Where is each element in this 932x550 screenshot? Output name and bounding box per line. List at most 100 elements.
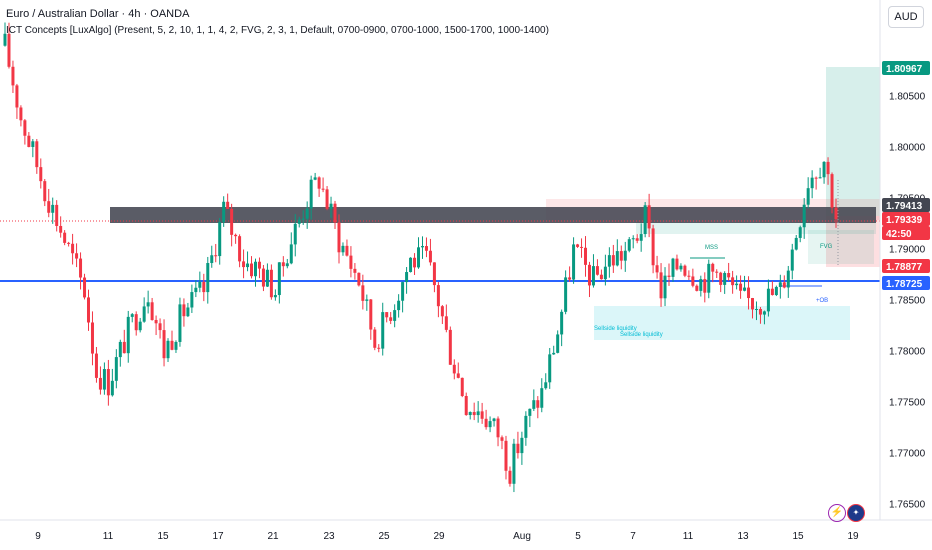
candle-body bbox=[345, 245, 349, 256]
long-position-profit-zone bbox=[826, 67, 880, 216]
candle-body bbox=[246, 263, 250, 268]
candle-body bbox=[587, 264, 591, 286]
x-tick-label: 7 bbox=[630, 531, 636, 542]
candle-body bbox=[464, 395, 468, 416]
candle-body bbox=[790, 249, 794, 271]
candle-body bbox=[556, 334, 560, 353]
candle-body bbox=[325, 189, 329, 209]
candle-body bbox=[361, 285, 365, 301]
candle-body bbox=[735, 283, 739, 286]
candle-body bbox=[369, 299, 373, 330]
candle-body bbox=[476, 411, 480, 416]
candle-body bbox=[401, 282, 405, 301]
candle-body bbox=[381, 312, 385, 349]
candle-series bbox=[3, 22, 838, 493]
candle-body bbox=[138, 321, 142, 331]
price-badge-label: 1.80967 bbox=[886, 64, 923, 75]
candle-body bbox=[667, 275, 671, 277]
candle-body bbox=[639, 234, 643, 241]
candle-body bbox=[126, 316, 130, 354]
candle-body bbox=[448, 329, 452, 365]
candle-body bbox=[428, 250, 432, 263]
candle-body bbox=[544, 382, 548, 389]
candle-body bbox=[27, 135, 31, 147]
candle-body bbox=[190, 292, 194, 308]
candle-body bbox=[806, 188, 810, 205]
candle-body bbox=[273, 295, 277, 298]
candle-body bbox=[631, 238, 635, 240]
australia-flag-icon[interactable]: ✦ bbox=[847, 504, 865, 522]
sellside-label-2: Sellside liquidity bbox=[620, 332, 663, 338]
candle-body bbox=[106, 369, 110, 396]
candle-body bbox=[397, 300, 401, 311]
candle-body bbox=[63, 232, 67, 243]
candle-body bbox=[31, 141, 35, 147]
candle-body bbox=[480, 411, 484, 419]
fvg-box bbox=[808, 230, 874, 264]
candle-body bbox=[198, 281, 202, 288]
candle-body bbox=[683, 265, 687, 276]
candle-body bbox=[234, 234, 238, 237]
candle-body bbox=[671, 258, 675, 277]
fvg-label: FVG bbox=[820, 244, 833, 250]
candle-body bbox=[226, 201, 230, 209]
candle-body bbox=[11, 66, 15, 86]
candle-body bbox=[607, 255, 611, 267]
price-badge-label: 1.78725 bbox=[886, 279, 923, 290]
candle-body bbox=[822, 161, 826, 178]
candle-body bbox=[7, 33, 11, 67]
candle-body bbox=[659, 272, 663, 299]
candle-body bbox=[122, 341, 126, 354]
indicator-legend[interactable]: ICT Concepts [LuxAlgo] (Present, 5, 2, 1… bbox=[6, 25, 549, 36]
candle-body bbox=[468, 412, 472, 416]
candle-body bbox=[488, 421, 492, 428]
candle-body bbox=[309, 179, 313, 209]
candle-body bbox=[751, 298, 755, 310]
candle-body bbox=[166, 340, 170, 359]
candle-body bbox=[178, 304, 182, 342]
candle-body bbox=[114, 357, 118, 381]
candle-body bbox=[281, 262, 285, 267]
candle-body bbox=[47, 201, 51, 213]
candle-body bbox=[413, 257, 417, 268]
candle-body bbox=[739, 283, 743, 291]
candle-body bbox=[651, 228, 655, 266]
candle-body bbox=[230, 208, 234, 235]
sellside-liquidity-zone bbox=[594, 306, 850, 340]
candle-body bbox=[810, 177, 814, 189]
price-badge bbox=[882, 61, 930, 75]
candle-body bbox=[194, 287, 198, 293]
candle-body bbox=[484, 418, 488, 428]
x-tick-label: 15 bbox=[157, 531, 169, 542]
candle-body bbox=[420, 246, 424, 248]
price-badge bbox=[882, 198, 930, 212]
lightning-icon[interactable]: ⚡ bbox=[828, 504, 846, 522]
candle-body bbox=[337, 222, 341, 253]
candle-body bbox=[536, 400, 540, 408]
candle-body bbox=[727, 273, 731, 278]
candle-body bbox=[83, 277, 87, 298]
candle-body bbox=[627, 239, 631, 251]
candle-body bbox=[564, 277, 568, 312]
candle-body bbox=[71, 243, 75, 254]
candle-body bbox=[146, 302, 150, 307]
candle-body bbox=[512, 443, 516, 484]
candle-body bbox=[762, 311, 766, 315]
currency-selector[interactable]: AUD bbox=[888, 6, 924, 28]
candle-body bbox=[317, 177, 321, 189]
x-tick-label: 15 bbox=[792, 531, 804, 542]
candle-body bbox=[472, 412, 476, 416]
x-tick-label: 9 bbox=[35, 531, 41, 542]
candle-body bbox=[186, 307, 190, 317]
candle-body bbox=[110, 380, 114, 396]
sellside-label-1: Sellside liquidity bbox=[594, 326, 637, 332]
candle-body bbox=[55, 204, 59, 226]
candle-body bbox=[218, 222, 222, 257]
candle-body bbox=[277, 262, 281, 296]
candle-body bbox=[532, 400, 536, 409]
candle-body bbox=[703, 279, 707, 293]
candle-body bbox=[174, 341, 178, 350]
x-tick-label: 13 bbox=[737, 531, 749, 542]
candle-body bbox=[595, 266, 599, 275]
